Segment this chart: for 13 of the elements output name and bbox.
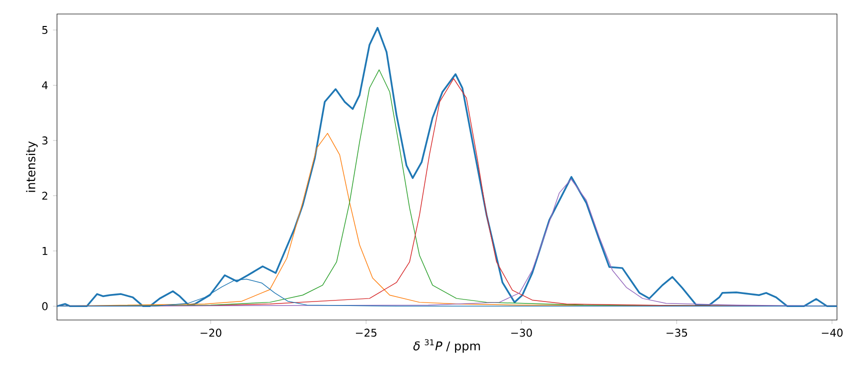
y-axis-title: intensity (26, 141, 38, 192)
x-tick-label: −25 (356, 328, 376, 337)
y-tick-label: 4 (42, 81, 48, 90)
y-tick-label: 2 (42, 192, 48, 200)
y-tick-label: 5 (42, 26, 48, 34)
x-tick-label: −20 (200, 328, 222, 337)
y-tick-label: 0 (42, 302, 48, 310)
y-tick-label: 3 (42, 136, 48, 145)
x-axis-title: δ $^{31}$P / ppm (413, 339, 480, 353)
x-tick-label: −40 (822, 328, 843, 337)
y-tick-label: 1 (42, 247, 48, 255)
x-tick-label: −35 (666, 328, 688, 337)
x-tick-label: −30 (511, 328, 532, 337)
